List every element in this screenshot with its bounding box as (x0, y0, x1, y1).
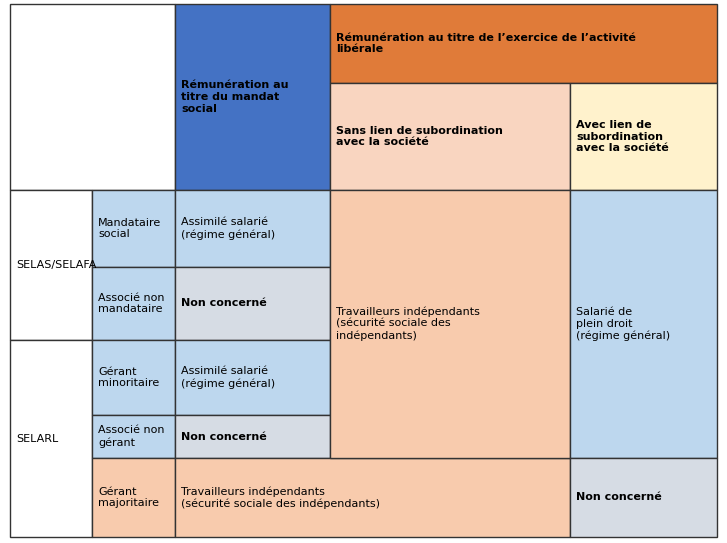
Text: Non concerné: Non concerné (181, 299, 267, 308)
Text: Gérant
minoritaire: Gérant minoritaire (98, 367, 159, 388)
Bar (92, 190, 175, 267)
Bar (175, 267, 330, 340)
Text: Rémunération au titre de l’exercice de l’activité
libérale: Rémunération au titre de l’exercice de l… (336, 33, 636, 54)
Text: Non concerné: Non concerné (181, 432, 267, 441)
Text: Travailleurs indépendants
(sécurité sociale des indépendants): Travailleurs indépendants (sécurité soci… (181, 486, 380, 509)
Bar (175, 190, 330, 267)
Text: SELAS/SELAFA: SELAS/SELAFA (16, 260, 97, 270)
Bar (175, 415, 330, 458)
Bar (570, 83, 717, 190)
Text: Assimilé salarié
(régime général): Assimilé salarié (régime général) (181, 217, 275, 239)
Bar (92, 340, 175, 415)
Text: Mandataire
social: Mandataire social (98, 218, 161, 239)
Bar (10, 190, 92, 340)
Bar (330, 4, 717, 83)
Bar (330, 83, 570, 190)
Bar (570, 458, 717, 537)
Text: Associé non
gérant: Associé non gérant (98, 425, 164, 447)
Text: Avec lien de
subordination
avec la société: Avec lien de subordination avec la socié… (576, 120, 669, 153)
Text: Rémunération au
titre du mandat
social: Rémunération au titre du mandat social (181, 80, 289, 113)
Bar (570, 190, 717, 458)
Bar (10, 340, 92, 537)
Bar (175, 340, 330, 415)
Text: Assimilé salarié
(régime général): Assimilé salarié (régime général) (181, 367, 275, 389)
Text: Associé non
mandataire: Associé non mandataire (98, 293, 164, 314)
Bar (10, 4, 175, 190)
Text: SELARL: SELARL (16, 433, 58, 444)
Text: Non concerné: Non concerné (576, 493, 662, 502)
Bar (92, 415, 175, 458)
Bar (330, 190, 570, 458)
Text: Salarié de
plein droit
(régime général): Salarié de plein droit (régime général) (576, 307, 670, 341)
Bar (175, 4, 330, 190)
Text: Sans lien de subordination
avec la société: Sans lien de subordination avec la socié… (336, 125, 503, 147)
Text: Gérant
majoritaire: Gérant majoritaire (98, 487, 159, 508)
Text: Travailleurs indépendants
(sécurité sociale des
indépendants): Travailleurs indépendants (sécurité soci… (336, 307, 480, 341)
Bar (92, 458, 175, 537)
Bar (92, 267, 175, 340)
Bar (175, 458, 570, 537)
